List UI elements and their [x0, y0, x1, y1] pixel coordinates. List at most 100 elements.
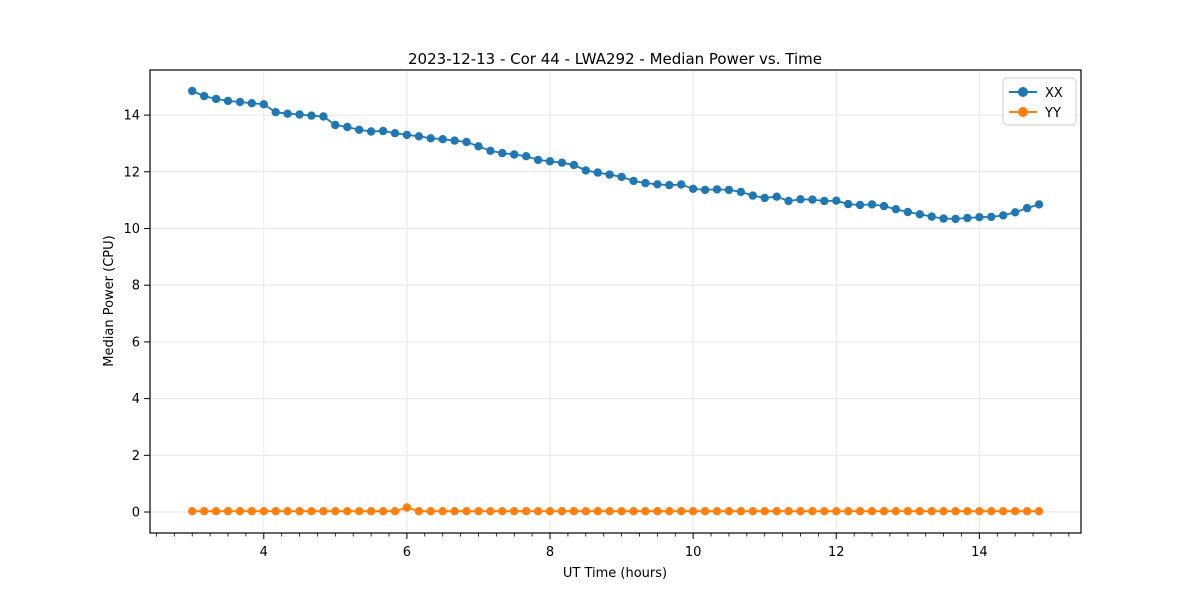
data-point-xx [271, 108, 280, 117]
data-point-yy [414, 507, 424, 516]
y-tick-label: 12 [123, 165, 140, 180]
data-point-yy [700, 507, 710, 516]
data-point-yy [891, 507, 901, 516]
data-point-xx [951, 214, 960, 224]
data-point-yy [736, 507, 746, 516]
data-point-xx [390, 129, 400, 138]
data-point-yy [486, 507, 495, 516]
data-point-xx [283, 109, 292, 118]
data-point-xx [462, 137, 471, 147]
data-point-yy [581, 507, 590, 516]
data-point-yy [235, 507, 245, 516]
data-point-xx [712, 185, 722, 194]
data-point-xx [510, 150, 519, 159]
chart-title: 2023-12-13 - Cor 44 - LWA292 - Median Po… [408, 50, 822, 68]
data-point-xx [975, 213, 984, 222]
data-point-yy [343, 507, 352, 516]
data-point-xx [987, 212, 996, 222]
axis-ticks [144, 114, 1070, 539]
data-point-xx [450, 136, 459, 145]
data-point-xx [438, 135, 447, 144]
data-point-yy [259, 507, 268, 516]
data-point-yy [211, 507, 221, 516]
data-point-yy [724, 507, 734, 516]
data-point-yy [200, 507, 209, 516]
data-point-yy [951, 507, 960, 516]
legend: XX YY [1002, 77, 1077, 126]
data-point-yy [629, 507, 638, 516]
data-point-xx [355, 125, 364, 134]
data-point-xx [319, 112, 328, 121]
data-point-yy [307, 507, 316, 516]
data-point-yy [641, 507, 650, 516]
data-point-xx [247, 99, 256, 108]
data-point-xx [748, 191, 757, 200]
x-axis-label: UT Time (hours) [563, 566, 667, 581]
data-point-xx [1034, 200, 1044, 209]
data-point-xx [414, 132, 424, 141]
data-point-yy [498, 507, 507, 516]
data-point-xx [426, 134, 435, 143]
data-point-yy [999, 507, 1008, 516]
data-point-yy [820, 507, 829, 516]
data-point-yy [355, 507, 364, 516]
data-point-yy [402, 503, 412, 512]
y-tick-label: 0 [132, 506, 140, 521]
data-point-yy [855, 507, 865, 516]
data-point-xx [211, 94, 221, 104]
data-point-xx [915, 210, 924, 219]
data-point-xx [498, 148, 507, 158]
data-point-xx [533, 155, 543, 165]
legend-marker-xx [1018, 87, 1028, 97]
data-point-xx [879, 201, 889, 211]
data-point-xx [188, 86, 197, 96]
legend-label-yy: YY [1044, 106, 1061, 121]
data-point-yy [366, 507, 376, 516]
y-tick-label: 14 [123, 109, 140, 124]
data-point-xx [343, 122, 352, 132]
data-point-xx [760, 193, 769, 203]
data-point-yy [915, 507, 924, 516]
data-point-yy [796, 507, 805, 516]
legend-entry-xx: XX [1009, 86, 1063, 101]
data-point-yy [378, 507, 388, 516]
data-point-xx [688, 184, 698, 193]
data-point-yy [533, 507, 543, 516]
x-tick-label: 6 [403, 545, 411, 560]
data-point-yy [712, 507, 722, 516]
data-point-xx [522, 152, 531, 161]
data-point-yy [438, 507, 447, 516]
data-point-xx [402, 130, 412, 140]
y-tick-label: 6 [132, 335, 140, 350]
data-point-xx [891, 205, 901, 214]
data-point-xx [331, 120, 340, 130]
data-point-yy [1011, 507, 1020, 516]
x-tick-label: 4 [260, 545, 268, 560]
data-point-xx [223, 96, 233, 106]
data-point-xx [581, 166, 590, 175]
data-point-xx [855, 200, 865, 210]
data-point-yy [474, 507, 483, 516]
data-point-yy [569, 507, 579, 516]
data-point-xx [808, 195, 817, 204]
data-point-yy [653, 507, 662, 516]
data-point-yy [283, 507, 292, 516]
y-tick-label: 2 [132, 449, 140, 464]
data-point-xx [796, 195, 805, 204]
data-point-xx [939, 214, 948, 223]
data-point-yy [879, 507, 889, 516]
data-point-xx [486, 146, 495, 155]
data-point-xx [593, 168, 602, 177]
data-point-xx [832, 196, 841, 205]
data-point-xx [700, 185, 710, 195]
data-point-yy [867, 507, 877, 516]
data-point-xx [665, 180, 674, 190]
data-point-xx [736, 187, 746, 197]
y-tick-label: 8 [132, 279, 140, 294]
series-line-xx [191, 90, 1040, 220]
data-point-yy [1034, 507, 1044, 516]
data-point-xx [617, 172, 626, 182]
data-point-yy [844, 507, 853, 516]
